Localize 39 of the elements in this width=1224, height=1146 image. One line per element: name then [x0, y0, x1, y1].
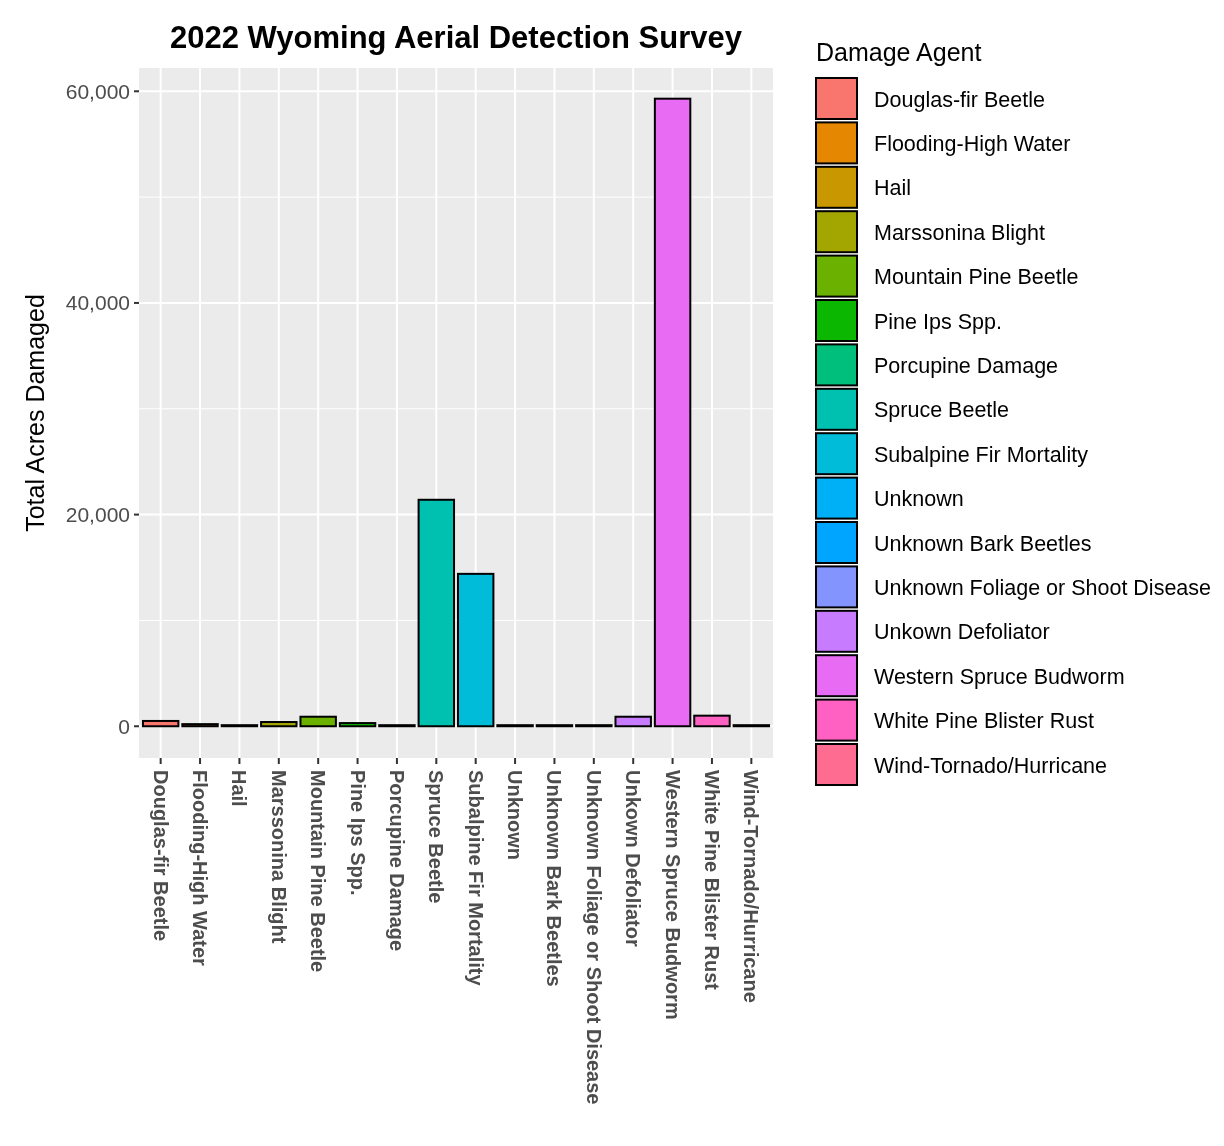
- x-tick-label: Wind-Tornado/Hurricane: [740, 770, 763, 1003]
- x-tick-label: Unkown Defoliator: [622, 770, 645, 947]
- y-tick-label: 40,000: [65, 291, 130, 315]
- legend-label: Subalpine Fir Mortality: [874, 442, 1089, 467]
- y-tick-label: 60,000: [65, 79, 130, 103]
- legend-label: Unknown Foliage or Shoot Disease: [874, 575, 1212, 600]
- y-axis-title: Total Acres Damaged: [21, 294, 49, 532]
- x-tick-label: Spruce Beetle: [425, 770, 448, 904]
- x-tick-label: Subalpine Fir Mortality: [464, 770, 487, 987]
- x-tick-label: Western Spruce Budworm: [661, 770, 684, 1020]
- x-tick-label: Unknown Bark Beetles: [543, 770, 566, 987]
- y-tick-label: 20,000: [65, 502, 130, 526]
- y-tick-label: 0: [118, 714, 130, 738]
- x-tick-label: Pine Ips Spp.: [346, 770, 369, 896]
- legend-label: Wind-Tornado/Hurricane: [874, 753, 1108, 778]
- x-tick-label: Mountain Pine Beetle: [307, 770, 330, 973]
- x-tick-label: Porcupine Damage: [385, 770, 408, 952]
- x-tick-label: White Pine Blister Rust: [700, 770, 723, 991]
- legend-label: Douglas-fir Beetle: [874, 87, 1045, 112]
- legend-label: Marssonina Blight: [874, 220, 1045, 245]
- legend-label: Pine Ips Spp.: [874, 309, 1002, 334]
- legend-label: Western Spruce Budworm: [874, 664, 1125, 689]
- legend-label: Porcupine Damage: [874, 353, 1059, 378]
- legend-label: Unknown: [874, 487, 964, 512]
- legend-label: Flooding-High Water: [874, 131, 1071, 156]
- x-tick-label: Flooding-High Water: [189, 770, 212, 967]
- legend-label: White Pine Blister Rust: [874, 709, 1094, 734]
- x-tick-label: Douglas-fir Beetle: [149, 770, 172, 942]
- legend-label: Spruce Beetle: [874, 398, 1010, 423]
- x-tick-label: Marssonina Blight: [267, 770, 290, 944]
- legend-title: Damage Agent: [816, 38, 982, 66]
- legend-label: Hail: [874, 176, 912, 201]
- x-tick-label: Unknown Foliage or Shoot Disease: [582, 770, 605, 1105]
- legend-label: Mountain Pine Beetle: [874, 265, 1079, 290]
- x-tick-label: Hail: [228, 770, 251, 807]
- x-tick-label: Unknown: [504, 770, 527, 860]
- chart-title: 2022 Wyoming Aerial Detection Survey: [170, 20, 743, 55]
- legend-label: Unknown Bark Beetles: [874, 531, 1092, 556]
- legend-label: Unkown Defoliator: [874, 620, 1050, 645]
